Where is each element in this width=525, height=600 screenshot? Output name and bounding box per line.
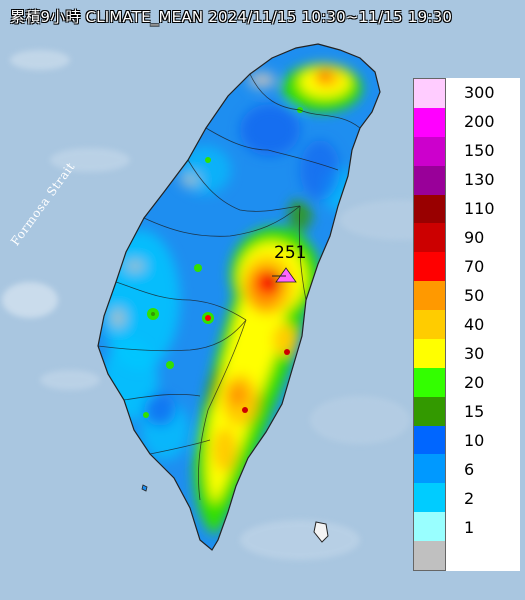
- legend-swatch: [414, 107, 445, 137]
- legend-swatch: [414, 136, 445, 166]
- legend-swatch: [414, 541, 445, 570]
- legend-label: 10: [464, 430, 485, 450]
- legend-label: 130: [464, 169, 495, 189]
- legend-swatch: [414, 194, 445, 224]
- legend-label: 90: [464, 227, 485, 247]
- legend-labels: 300 200 150 130 110 90 70 50 40 30 20 15 10 6 2 1: [454, 78, 520, 571]
- max-station-marker: [272, 267, 297, 283]
- legend-swatch: [414, 338, 445, 368]
- legend-label: 300: [464, 82, 495, 102]
- legend-swatch: [414, 367, 445, 397]
- legend-label: 200: [464, 111, 495, 131]
- legend-swatch: [414, 425, 445, 455]
- legend-swatch: [414, 310, 445, 339]
- station-spots: [143, 107, 303, 418]
- legend-swatch: [414, 79, 445, 108]
- legend-label: 2: [464, 488, 475, 508]
- legend-swatch: [414, 223, 445, 253]
- legend-swatch: [414, 396, 445, 426]
- color-legend: 300 200 150 130 110 90 70 50 40 30 20 15 10 6 2 1: [413, 78, 520, 571]
- county-borders: [98, 73, 361, 501]
- legend-label: 70: [464, 256, 485, 276]
- offshore-islet: [141, 484, 148, 492]
- legend-label: 1: [464, 517, 475, 537]
- legend-swatch: [414, 252, 445, 282]
- map-title: 累積9小時 CLIMATE_MEAN 2024/11/15 10:30~11/1…: [10, 8, 453, 26]
- legend-swatch: [414, 165, 445, 195]
- legend-label: 50: [464, 285, 485, 305]
- legend-label: 20: [464, 372, 485, 392]
- max-value-label: 251: [274, 243, 307, 263]
- legend-label: 15: [464, 401, 485, 421]
- legend-label: 6: [464, 459, 475, 479]
- legend-label: 150: [464, 140, 495, 160]
- legend-swatch: [414, 512, 445, 541]
- legend-swatch: [414, 454, 445, 484]
- island-outline: [97, 43, 381, 551]
- legend-label: 40: [464, 314, 485, 334]
- legend-color-bar: [413, 78, 446, 571]
- legend-label: 30: [464, 343, 485, 363]
- legend-swatch: [414, 281, 445, 310]
- legend-label: 110: [464, 198, 495, 218]
- legend-swatch: [414, 483, 445, 513]
- offshore-island: [313, 521, 329, 543]
